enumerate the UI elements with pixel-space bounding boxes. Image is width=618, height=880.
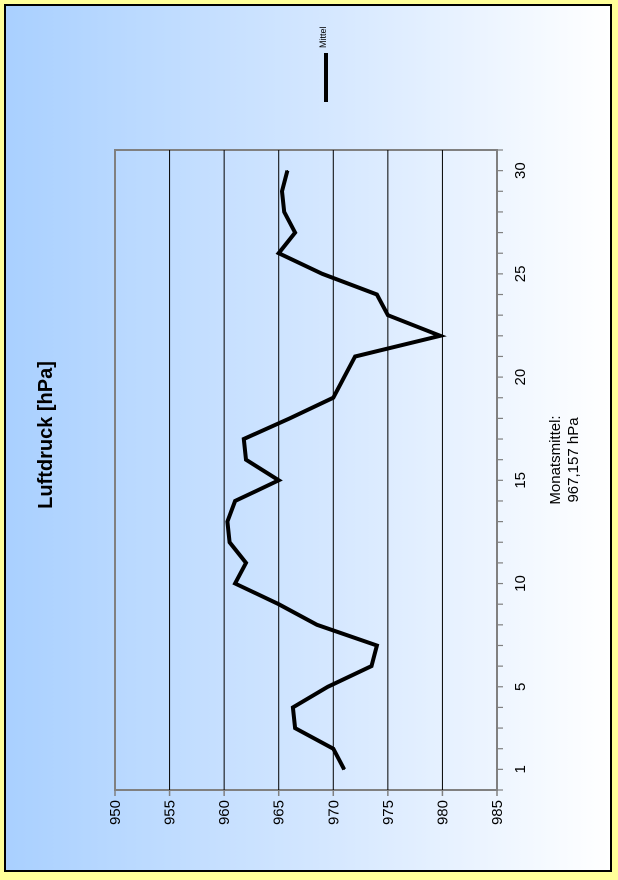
data-point	[294, 727, 296, 729]
x-tick-label: 25	[512, 266, 529, 283]
data-point	[286, 170, 289, 172]
data-point	[234, 500, 236, 502]
legend-label-mittel: Mittel	[318, 26, 328, 48]
data-point	[316, 624, 318, 626]
data-point	[387, 314, 389, 316]
gridlines	[169, 150, 443, 790]
data-point	[283, 211, 285, 213]
data-point	[343, 768, 345, 770]
data-point	[294, 231, 296, 234]
y-tick-label: 960	[216, 800, 233, 825]
data-point	[281, 190, 283, 192]
series-group	[225, 170, 447, 771]
data-point	[370, 665, 373, 667]
y-tick-label: 955	[162, 800, 179, 825]
data-point	[245, 459, 247, 461]
chart-title: Luftdruck [hPa]	[35, 361, 57, 509]
data-point	[245, 562, 247, 564]
data-point	[332, 397, 334, 399]
data-point	[278, 252, 280, 254]
y-tick-label: 965	[271, 800, 288, 825]
data-point	[278, 603, 280, 605]
annotation-line-2: 967,157 hPa	[565, 417, 582, 503]
monthly-mean-annotation: Monatsmittel: 967,157 hPa	[547, 415, 582, 504]
x-tick-label: 30	[512, 162, 529, 179]
data-point	[327, 686, 329, 688]
data-point	[292, 706, 294, 709]
y-tick-label: 985	[489, 800, 506, 825]
data-point	[376, 293, 378, 296]
y-tick-label: 970	[325, 800, 342, 825]
data-point	[289, 417, 291, 419]
chart-frame	[4, 4, 612, 872]
data-point	[354, 355, 356, 358]
y-tick-label: 980	[434, 800, 451, 825]
data-point	[343, 376, 345, 378]
data-point	[234, 582, 236, 585]
x-tick-label: 10	[512, 575, 529, 592]
x-tick-label: 20	[512, 369, 529, 386]
x-tick-label: 1	[512, 765, 529, 773]
annotation-line-1: Monatsmittel:	[547, 415, 564, 504]
pressure-axis: 950 955 960 965 970 975 980 985	[107, 790, 506, 825]
data-point	[226, 521, 229, 523]
x-tick-label: 5	[512, 683, 529, 691]
y-tick-label: 975	[380, 800, 397, 825]
data-point	[243, 438, 245, 440]
legend: Mittel	[318, 26, 328, 102]
data-point	[376, 644, 378, 647]
data-point	[439, 335, 441, 337]
data-point	[321, 273, 323, 275]
series-line-mittel	[225, 170, 447, 771]
y-tick-label: 950	[107, 800, 124, 825]
data-point	[332, 748, 334, 750]
plot-area	[114, 149, 498, 791]
x-tick-label: 15	[512, 472, 529, 489]
data-point	[229, 541, 231, 543]
data-point	[278, 479, 280, 481]
